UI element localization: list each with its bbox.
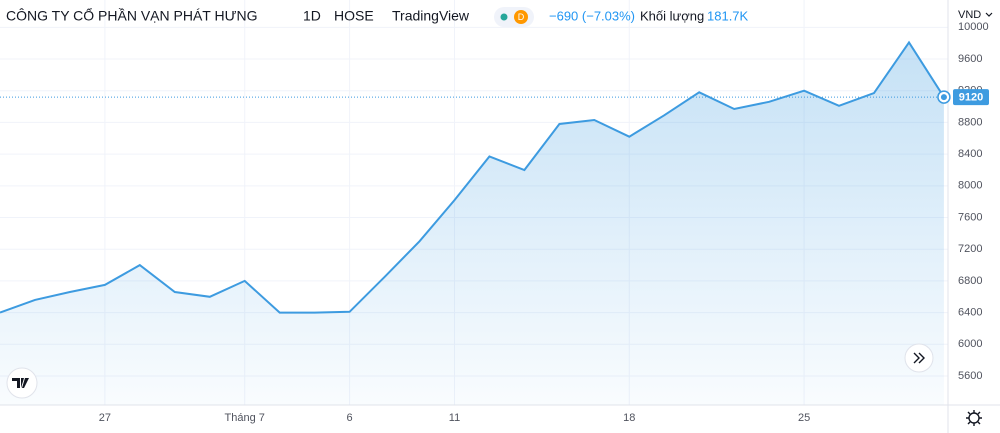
plot-area [0, 0, 948, 406]
x-tick-label: 11 [449, 412, 460, 424]
badge-bg [514, 10, 528, 24]
last-point-core [940, 94, 947, 101]
x-tick-label: 18 [623, 412, 635, 424]
x-tick-label: Tháng 7 [225, 412, 265, 424]
y-tick-label: 6400 [958, 307, 982, 319]
currency[interactable]: VND [958, 9, 981, 21]
tv-logo [6, 367, 38, 399]
y-tick-label: 5600 [958, 370, 982, 382]
interval: 1D [303, 8, 321, 24]
currency-caret [985, 12, 993, 17]
source: TradingView [392, 8, 470, 24]
line [0, 40, 945, 314]
header: CÔNG TY CỔ PHẦN VẠN PHÁT HƯNG 1D HOSE Tr… [6, 7, 993, 27]
status-dot [500, 13, 508, 21]
settings-icon[interactable] [966, 410, 982, 426]
exchange: HOSE [334, 8, 374, 24]
y-tick-label: 8000 [958, 180, 982, 192]
y-tick-label: 7600 [958, 211, 982, 223]
x-tick-label: 27 [99, 412, 111, 424]
y-tick-label: 8800 [958, 116, 982, 128]
change: −690 (−7.03%) [549, 8, 635, 23]
chart-title: CÔNG TY CỔ PHẦN VẠN PHÁT HƯNG [6, 7, 258, 24]
badge: D [518, 12, 525, 22]
price-label: 9120 [959, 91, 983, 103]
area [0, 42, 944, 406]
volume: 181.7K [707, 8, 749, 23]
y-tick-label: 10000 [958, 21, 989, 33]
volume-label: Khối lượng [640, 8, 704, 23]
y-tick-label: 8400 [958, 148, 982, 160]
x-tick-label: 25 [798, 412, 810, 424]
price-label-bg [953, 89, 989, 106]
y-tick-label: 7200 [958, 243, 982, 255]
y-tick-label: 9600 [958, 53, 982, 65]
y-tick-label: 6000 [958, 338, 982, 350]
scroll-button[interactable] [904, 343, 934, 373]
y-tick-label: 6800 [958, 275, 982, 287]
x-tick-label: 6 [347, 412, 353, 424]
